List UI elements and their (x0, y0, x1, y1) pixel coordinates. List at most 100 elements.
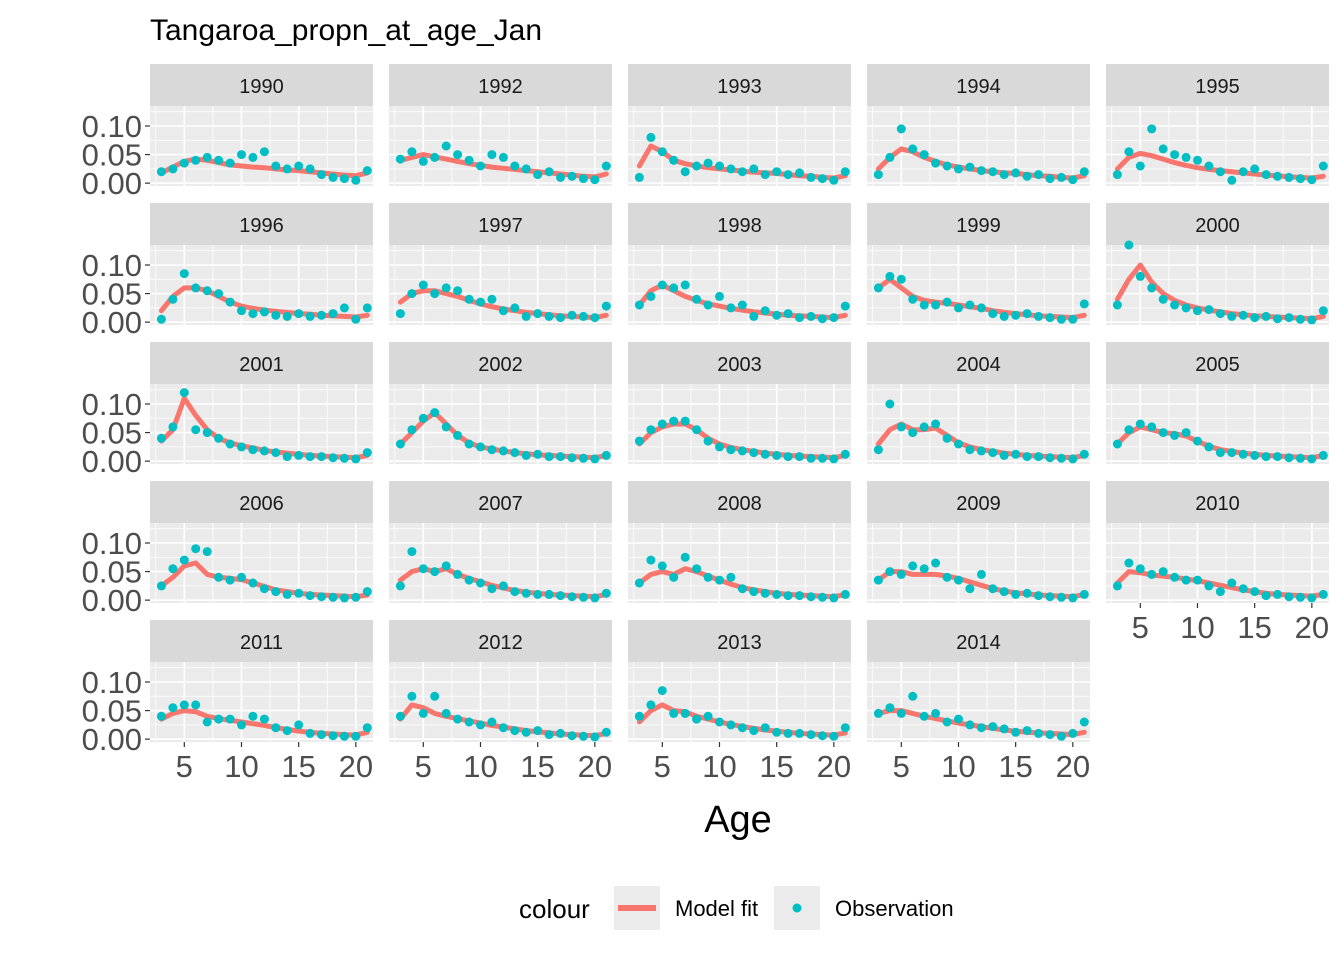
observation-point (510, 587, 520, 597)
observation-point (590, 454, 600, 464)
observation-point (783, 309, 793, 319)
observation-point (1250, 450, 1260, 460)
observation-point (407, 425, 417, 435)
panel-1995: 1995 (1106, 64, 1329, 186)
observation-point (510, 726, 520, 736)
chart-title: Tangaroa_propn_at_age_Jan (150, 14, 542, 47)
observation-point (988, 167, 998, 177)
panel-2010: 2010 5 10 15 20 (1106, 481, 1329, 645)
observation-point (783, 452, 793, 462)
observation-point (988, 309, 998, 319)
panel-strip-label: 2011 (240, 632, 283, 654)
observation-point (669, 283, 679, 293)
observation-point (1170, 430, 1180, 440)
observation-point (1135, 564, 1145, 574)
observation-point (464, 155, 474, 165)
observation-point (680, 708, 690, 718)
observation-point (1215, 309, 1225, 319)
observation-point (829, 593, 839, 603)
observation-point (680, 552, 690, 562)
panel-strip-label: 2003 (717, 354, 762, 376)
panel-strip-label: 1990 (239, 76, 284, 98)
observation-point (567, 453, 577, 463)
observation-point (407, 289, 417, 299)
observation-point (976, 569, 986, 579)
observation-point (1011, 168, 1021, 178)
y-tick-label: 0.00 (82, 722, 142, 757)
observation-point (294, 588, 304, 598)
x-tick-label: 15 (520, 749, 554, 784)
observation-point (840, 301, 850, 311)
x-tick-label: 10 (941, 749, 975, 784)
observation-point (225, 575, 235, 585)
observation-point (317, 310, 326, 320)
observation-point (896, 569, 906, 579)
observation-point (328, 453, 338, 463)
observation-point (692, 161, 702, 171)
observation-point (954, 164, 963, 174)
observation-point (1147, 124, 1157, 134)
observation-point (521, 727, 531, 737)
observation-point (498, 723, 508, 733)
observation-point (1068, 593, 1078, 603)
panel-strip-label: 1999 (956, 215, 1001, 237)
y-tick-label: 0.05 (82, 416, 142, 451)
observation-point (954, 575, 963, 585)
observation-point (294, 309, 304, 319)
observation-point (202, 547, 212, 557)
observation-point (418, 156, 428, 166)
observation-point (772, 167, 782, 177)
observation-point (317, 730, 326, 740)
panel-strip-label: 1998 (717, 215, 762, 237)
observation-point (248, 309, 258, 319)
panel-strip-label: 1995 (1195, 76, 1240, 98)
panel-strip (867, 64, 1090, 106)
observation-point (1068, 454, 1078, 464)
observation-point (988, 448, 998, 458)
observation-point (1034, 170, 1043, 180)
observation-point (976, 166, 986, 176)
observation-point (1295, 314, 1305, 324)
observation-point (498, 152, 508, 162)
observation-point (726, 572, 736, 582)
observation-point (931, 558, 941, 568)
observation-point (1068, 314, 1078, 324)
legend-label-observation: Observation (835, 896, 954, 921)
observation-point (954, 303, 963, 313)
observation-point (885, 271, 895, 281)
observation-point (817, 174, 827, 184)
observation-point (544, 311, 554, 321)
observation-point (328, 309, 338, 319)
observation-point (476, 442, 485, 452)
observation-point (544, 167, 554, 177)
observation-point (1011, 727, 1021, 737)
observation-point (339, 174, 349, 184)
observation-point (965, 445, 975, 455)
observation-point (305, 452, 315, 462)
observation-point (873, 708, 883, 718)
observation-point (339, 453, 349, 463)
observation-point (1124, 425, 1134, 435)
observation-point (214, 155, 224, 165)
y-tick-label: 0.05 (82, 694, 142, 729)
observation-point (544, 589, 554, 599)
observation-point (999, 170, 1009, 180)
observation-point (1215, 587, 1225, 597)
observation-point (225, 297, 235, 307)
observation-point (179, 555, 189, 565)
observation-point (806, 453, 816, 463)
panel-2004: 2004 (867, 342, 1090, 464)
observation-point (259, 307, 269, 317)
observation-point (453, 150, 463, 160)
observation-point (646, 132, 656, 142)
observation-point (919, 150, 929, 160)
observation-point (225, 714, 235, 724)
observation-point (646, 700, 656, 710)
observation-point (259, 147, 269, 157)
observation-point (395, 309, 405, 319)
panel-strip-label: 2009 (956, 493, 1001, 515)
observation-point (1204, 581, 1214, 591)
observation-point (817, 731, 827, 741)
observation-point (908, 294, 918, 304)
observation-point (737, 723, 747, 733)
